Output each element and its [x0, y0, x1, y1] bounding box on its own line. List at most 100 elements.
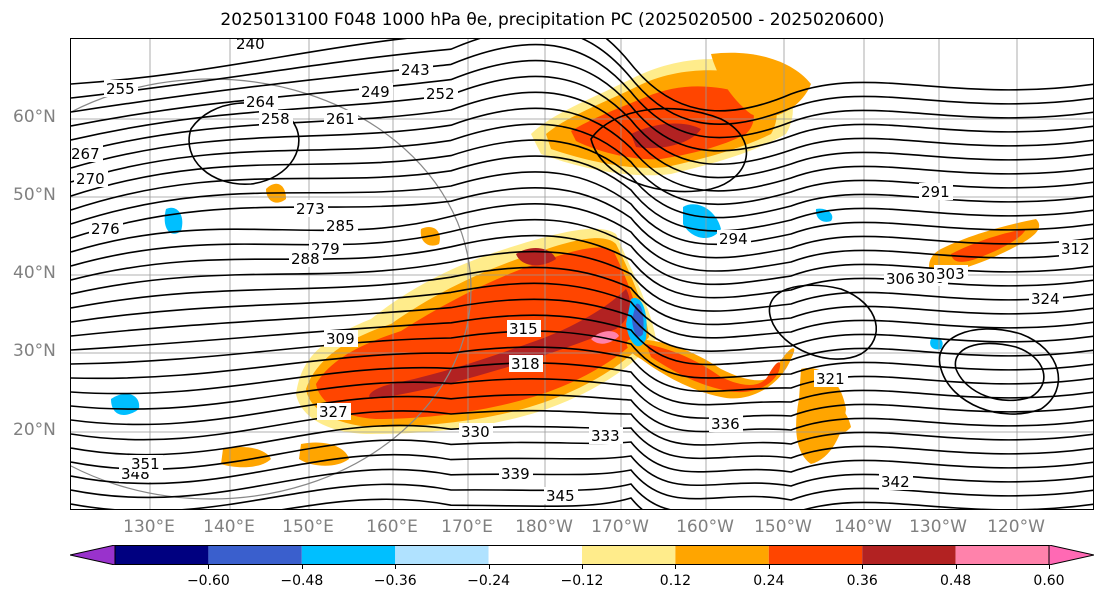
- precip-blue: [164, 207, 183, 234]
- lon-label: 130°W: [909, 517, 967, 537]
- colorbar-tick: [301, 565, 303, 569]
- contour-label-bg: [289, 250, 323, 267]
- contour-label-bg: [919, 183, 953, 200]
- colorbar-extend-min: [70, 545, 116, 565]
- colorbar-tick: [955, 565, 957, 569]
- lon-label: 160°E: [366, 517, 418, 537]
- colorbar-tick: [395, 565, 397, 569]
- theta-e-contour: [71, 43, 1093, 139]
- lon-label: 150°E: [282, 517, 334, 537]
- contour-label-bg: [317, 403, 351, 420]
- contour-label: 330: [461, 423, 490, 441]
- contour-label-bg: [709, 415, 743, 432]
- contour-label: 273: [296, 200, 325, 218]
- contour-label-bg: [324, 110, 358, 127]
- colorbar-segment: [301, 545, 396, 565]
- contour-label: 258: [261, 110, 290, 128]
- contour-label: 270: [76, 170, 105, 188]
- lat-label: 50°N: [13, 185, 56, 205]
- contour-label-bg: [324, 217, 358, 234]
- lon-label: 140°W: [834, 517, 892, 537]
- contour-label-bg: [129, 455, 163, 472]
- contour-label-bg: [1059, 240, 1093, 257]
- contour-label-bg: [509, 355, 543, 372]
- contour-label-bg: [1029, 290, 1063, 307]
- theta-e-contour: [71, 202, 1093, 272]
- colorbar-tick: [488, 565, 490, 569]
- contour-label: 252: [426, 85, 455, 103]
- contour-label-bg: [259, 110, 293, 127]
- colorbar-tick: [768, 565, 770, 569]
- colorbar-segment: [208, 545, 302, 565]
- contour-label: 324: [1031, 290, 1060, 308]
- contour-label: 336: [711, 415, 740, 433]
- theta-e-contour: [71, 250, 1093, 312]
- lat-label: 30°N: [13, 341, 56, 361]
- colorbar-segment: [862, 545, 956, 565]
- theta-e-contour: [768, 284, 877, 360]
- theta-e-contour: [71, 123, 1093, 205]
- lat-label: 40°N: [13, 263, 56, 283]
- colorbar-segment: [488, 545, 582, 565]
- contour-label-bg: [234, 39, 268, 52]
- lon-label: 170°E: [441, 517, 493, 537]
- colorbar-tick: [862, 565, 864, 569]
- contour-label: 276: [91, 220, 120, 238]
- theta-e-contour: [71, 298, 1093, 352]
- contour-label-bg: [459, 423, 493, 440]
- colorbar-segment: [115, 545, 209, 565]
- lon-label: 140°E: [203, 517, 255, 537]
- contour-label-bg: [324, 330, 358, 347]
- theta-e-contour: [71, 346, 1093, 393]
- chart-title: 2025013100 F048 1000 hPa θe, precipitati…: [220, 10, 885, 30]
- precip-blue: [930, 337, 943, 350]
- theta-e-contour: [281, 497, 644, 509]
- theta-e-contour: [71, 139, 1093, 219]
- contour-label-bg: [507, 320, 541, 337]
- colorbar-tick-label: 0.48: [940, 573, 972, 589]
- theta-e-contour: [71, 39, 1093, 125]
- theta-e-contour: [71, 424, 1093, 460]
- contour-label: 261: [326, 110, 355, 128]
- contour-label-bg: [74, 170, 108, 187]
- colorbar-tick: [582, 565, 583, 569]
- theta-e-contour: [71, 59, 1093, 152]
- contour-label: 342: [881, 473, 910, 491]
- colorbar-tick: [208, 565, 210, 569]
- theta-e-contour: [71, 314, 1093, 366]
- lon-label: 120°W: [987, 517, 1045, 537]
- theta-e-contour: [71, 409, 1093, 446]
- contour-label-bg: [294, 200, 328, 217]
- colorbar-segment: [675, 545, 769, 565]
- contour-label-bg: [544, 487, 578, 504]
- contour-label-bg: [814, 370, 848, 387]
- theta-e-contour: [71, 171, 1093, 246]
- theta-e-contour: [71, 75, 1093, 165]
- contour-label: 318: [511, 355, 540, 373]
- colorbar-segment: [768, 545, 863, 565]
- contour-label-bg: [359, 83, 393, 100]
- contour-label: 327: [319, 403, 348, 421]
- precip-darkred: [631, 123, 701, 149]
- contour-label: 294: [719, 230, 748, 248]
- theta-e-contour: [71, 439, 1093, 473]
- contour-label: 345: [546, 487, 575, 505]
- lon-label: 170°W: [591, 517, 649, 537]
- contour-label: 312: [1061, 240, 1090, 258]
- theta-e-contour: [71, 362, 1093, 406]
- lon-label: 180°W: [515, 517, 573, 537]
- theta-e-contour: [71, 330, 1093, 379]
- colorbar-tick-label: −0.60: [186, 573, 230, 589]
- contour-label-bg: [104, 80, 138, 97]
- precip-darkred: [369, 289, 630, 399]
- contour-label: 321: [816, 370, 845, 388]
- contour-label: 264: [246, 93, 275, 111]
- precip-red: [571, 86, 754, 160]
- contour-label-bg: [879, 473, 913, 490]
- colorbar-tick-label: −0.36: [373, 573, 417, 589]
- precip-red: [316, 247, 641, 419]
- theta-e-contour: [188, 102, 300, 185]
- theta-e-contour: [938, 328, 1060, 415]
- contour-label: 339: [501, 465, 530, 483]
